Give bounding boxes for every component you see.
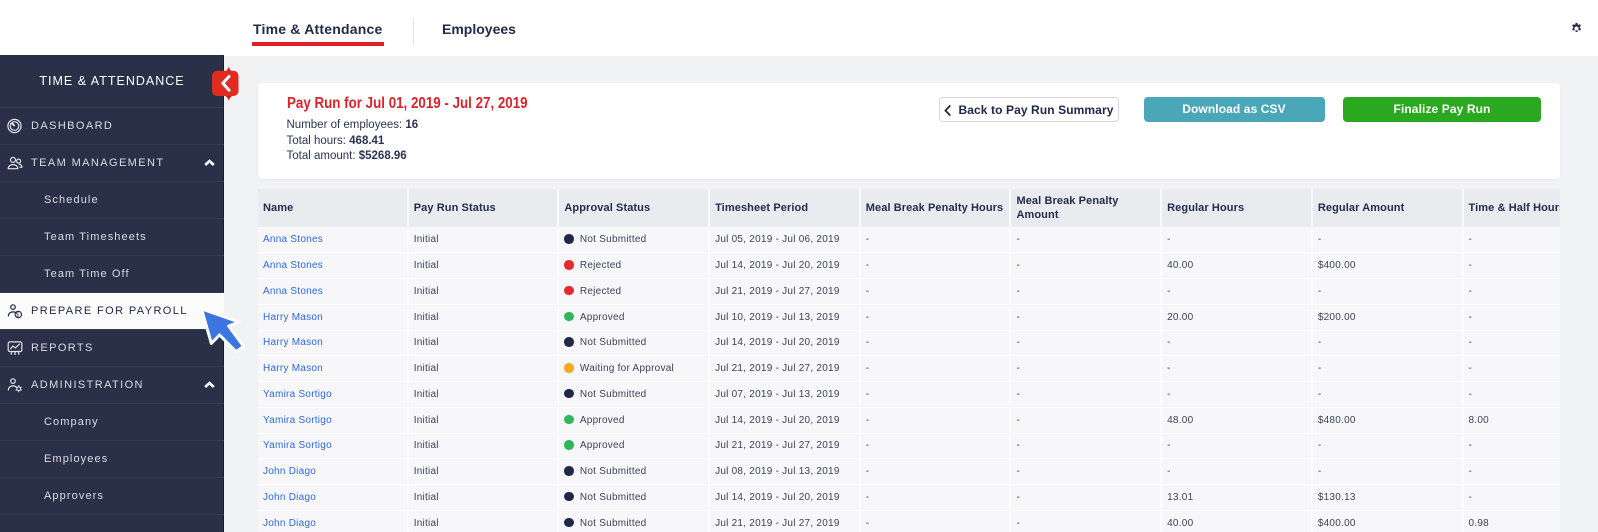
- svg-text:$: $: [16, 312, 20, 318]
